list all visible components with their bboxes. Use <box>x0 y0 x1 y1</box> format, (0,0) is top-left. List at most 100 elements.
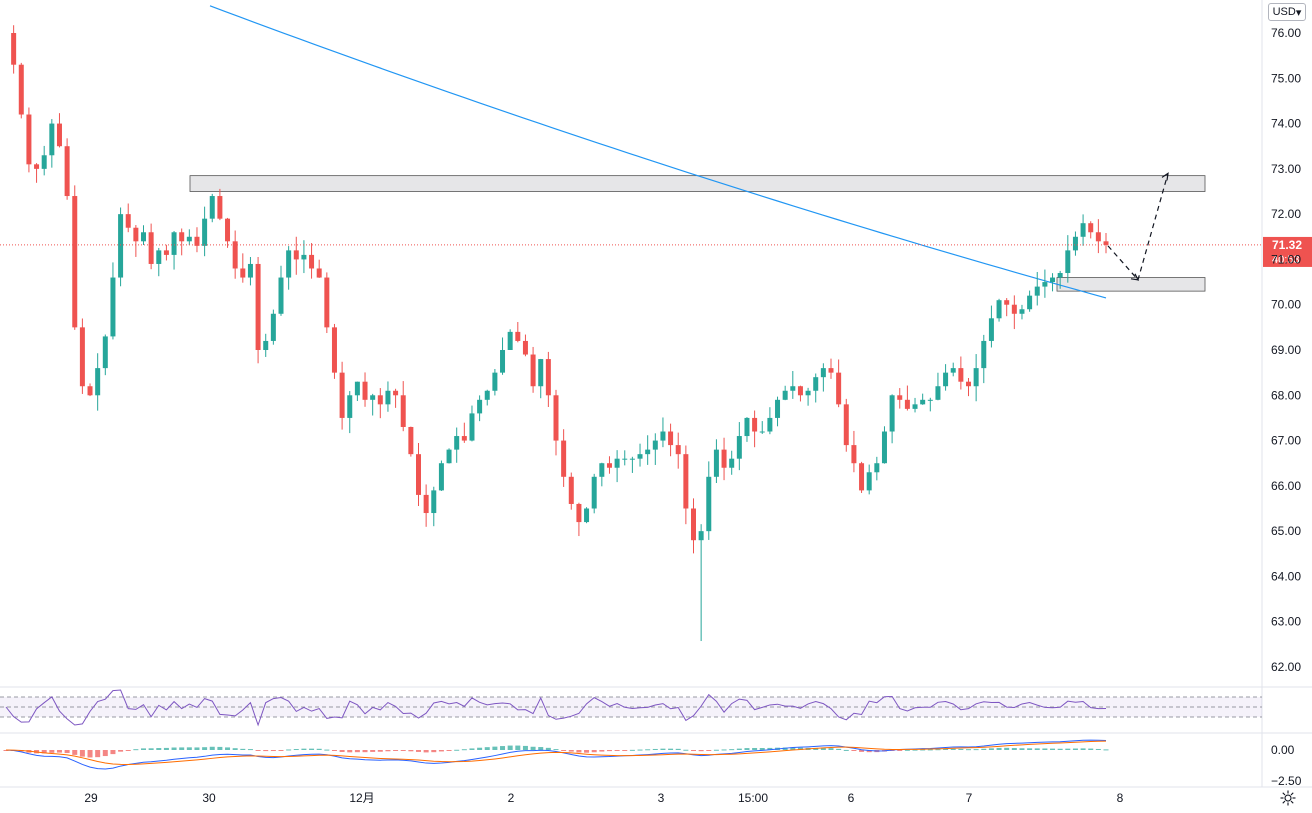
candle-body[interactable] <box>782 390 788 400</box>
candle-body[interactable] <box>706 476 712 532</box>
candle-body[interactable] <box>1034 286 1040 296</box>
candle-body[interactable] <box>209 196 215 219</box>
candle-body[interactable] <box>339 372 345 418</box>
candle-body[interactable] <box>996 300 1002 319</box>
candle-body[interactable] <box>522 340 528 355</box>
candle-body[interactable] <box>759 431 765 433</box>
candle-body[interactable] <box>943 372 949 387</box>
candle-body[interactable] <box>385 390 391 405</box>
candle-body[interactable] <box>240 268 246 278</box>
candle-body[interactable] <box>515 331 521 341</box>
candle-body[interactable] <box>874 463 880 473</box>
candle-body[interactable] <box>889 395 895 432</box>
candle-body[interactable] <box>163 250 169 255</box>
candle-body[interactable] <box>691 508 696 541</box>
candle-body[interactable] <box>102 336 108 369</box>
candle-body[interactable] <box>912 404 918 409</box>
candle-body[interactable] <box>981 340 987 369</box>
candle-body[interactable] <box>446 449 452 464</box>
candle-body[interactable] <box>408 426 414 455</box>
candle-body[interactable] <box>752 417 758 432</box>
candle-body[interactable] <box>637 454 643 459</box>
candle-body[interactable] <box>18 64 24 115</box>
candle-body[interactable] <box>416 454 421 495</box>
candle-body[interactable] <box>576 503 582 523</box>
candle-body[interactable] <box>790 386 796 391</box>
candle-body[interactable] <box>545 359 551 396</box>
candle-body[interactable] <box>683 454 689 509</box>
candle-body[interactable] <box>828 368 834 373</box>
candle-body[interactable] <box>966 381 971 387</box>
candle-body[interactable] <box>1027 295 1033 310</box>
candle-body[interactable] <box>973 368 979 387</box>
candle-body[interactable] <box>171 232 177 255</box>
candle-body[interactable] <box>561 440 567 477</box>
candle-body[interactable] <box>423 494 429 514</box>
candle-body[interactable] <box>217 196 223 219</box>
candle-body[interactable] <box>507 331 513 350</box>
candle-body[interactable] <box>713 449 719 477</box>
candle-body[interactable] <box>202 218 208 246</box>
candle-body[interactable] <box>553 395 559 441</box>
candle-body[interactable] <box>293 250 299 260</box>
candle-body[interactable] <box>1057 273 1063 278</box>
candle-body[interactable] <box>56 123 62 147</box>
candle-body[interactable] <box>675 445 681 455</box>
candle-body[interactable] <box>454 436 460 450</box>
candle-body[interactable] <box>110 277 116 337</box>
candle-body[interactable] <box>904 399 910 409</box>
candle-body[interactable] <box>721 449 727 468</box>
candle-body[interactable] <box>461 436 467 441</box>
candle-body[interactable] <box>41 155 47 169</box>
candle-body[interactable] <box>1019 309 1025 314</box>
candle-body[interactable] <box>744 417 750 437</box>
candle-body[interactable] <box>331 327 337 373</box>
candle-body[interactable] <box>859 463 865 491</box>
candle-body[interactable] <box>316 268 322 278</box>
candle-body[interactable] <box>156 250 162 264</box>
candle-body[interactable] <box>393 390 399 396</box>
candle-body[interactable] <box>797 386 803 396</box>
candle-body[interactable] <box>431 490 437 514</box>
candle-body[interactable] <box>606 463 612 468</box>
candle-body[interactable] <box>836 372 842 405</box>
candle-body[interactable] <box>820 368 826 378</box>
candle-body[interactable] <box>194 236 200 246</box>
candle-body[interactable] <box>255 263 261 350</box>
candle-body[interactable] <box>26 114 32 165</box>
candle-body[interactable] <box>34 164 40 169</box>
candle-body[interactable] <box>278 277 284 314</box>
candle-body[interactable] <box>568 476 574 504</box>
candle-body[interactable] <box>950 368 956 373</box>
candle-body[interactable] <box>591 476 597 509</box>
candle-body[interactable] <box>660 431 666 441</box>
candle-body[interactable] <box>1080 223 1086 237</box>
candle-body[interactable] <box>377 395 383 405</box>
candle-body[interactable] <box>1065 250 1071 274</box>
candle-body[interactable] <box>935 386 941 400</box>
candle-body[interactable] <box>736 436 742 459</box>
candle-body[interactable] <box>500 350 506 373</box>
candle-body[interactable] <box>324 277 330 328</box>
candle-body[interactable] <box>1042 282 1048 287</box>
candle-body[interactable] <box>729 458 735 468</box>
candle-body[interactable] <box>645 449 651 455</box>
candle-body[interactable] <box>652 440 658 450</box>
candle-body[interactable] <box>469 413 475 441</box>
candle-body[interactable] <box>1103 241 1109 245</box>
candle-body[interactable] <box>775 399 781 418</box>
candle-body[interactable] <box>118 214 124 278</box>
candle-body[interactable] <box>767 417 773 432</box>
candle-body[interactable] <box>370 395 376 400</box>
candle-body[interactable] <box>881 431 887 464</box>
candle-body[interactable] <box>958 368 964 382</box>
candle-body[interactable] <box>851 445 857 464</box>
candle-body[interactable] <box>805 390 811 396</box>
candle-body[interactable] <box>133 227 139 242</box>
candle-body[interactable] <box>179 232 185 242</box>
candle-body[interactable] <box>186 236 192 242</box>
candle-body[interactable] <box>362 381 368 400</box>
candle-body[interactable] <box>668 431 674 446</box>
candle-body[interactable] <box>538 359 544 387</box>
